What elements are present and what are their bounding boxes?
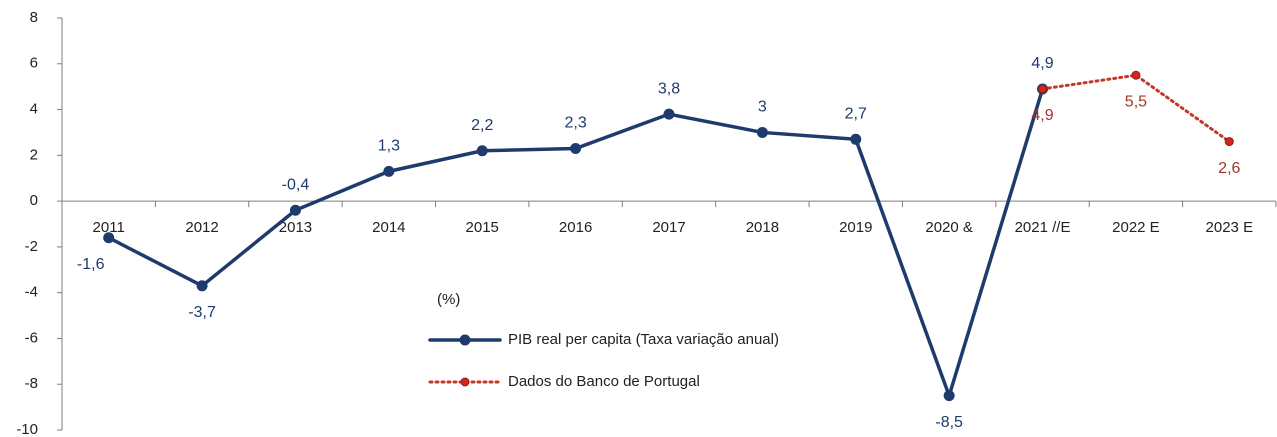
data-label: 3 bbox=[758, 99, 767, 116]
y-tick-label: -10 bbox=[16, 421, 38, 437]
point bbox=[570, 142, 582, 154]
data-label: -8,5 bbox=[935, 414, 963, 431]
x-tick-label: 2023 E bbox=[1206, 219, 1254, 236]
x-tick-label: 2011 bbox=[93, 219, 125, 236]
legend-marker bbox=[459, 334, 471, 346]
series-line bbox=[1041, 73, 1231, 144]
x-tick-label: 2013 bbox=[279, 219, 312, 236]
data-label: 1,3 bbox=[378, 138, 400, 155]
x-tick-label: 2020 & bbox=[925, 219, 973, 236]
legend-label: PIB real per capita (Taxa variação anual… bbox=[508, 331, 779, 348]
data-label: 4,9 bbox=[1031, 107, 1053, 124]
data-label: 2,7 bbox=[845, 106, 867, 123]
data-label: 4,9 bbox=[1031, 55, 1053, 72]
x-tick-label: 2021 //E bbox=[1015, 219, 1071, 236]
y-tick-label: 4 bbox=[30, 101, 38, 118]
point bbox=[756, 126, 768, 138]
x-tick-label: 2015 bbox=[466, 219, 499, 236]
point bbox=[383, 165, 395, 177]
series-line bbox=[106, 87, 1045, 402]
y-tick-label: -2 bbox=[25, 238, 38, 255]
data-label: 2,6 bbox=[1218, 160, 1240, 177]
point bbox=[196, 280, 208, 292]
x-tick-label: 2018 bbox=[746, 219, 779, 236]
y-tick-label: 0 bbox=[30, 192, 38, 209]
point bbox=[943, 390, 955, 402]
point bbox=[103, 232, 115, 244]
point bbox=[850, 133, 862, 145]
x-tick-label: 2017 bbox=[652, 219, 685, 236]
data-label: 3,8 bbox=[658, 80, 680, 97]
annotation: (%) bbox=[437, 291, 460, 308]
point bbox=[1038, 84, 1048, 94]
point bbox=[663, 108, 675, 120]
x-tick-label: 2014 bbox=[372, 219, 405, 236]
legend-marker bbox=[460, 377, 470, 387]
x-tick-label: 2016 bbox=[559, 219, 592, 236]
point bbox=[1131, 70, 1141, 80]
data-label: 2,2 bbox=[471, 117, 493, 134]
data-label: 2,3 bbox=[564, 115, 586, 132]
legend-label: Dados do Banco de Portugal bbox=[508, 373, 700, 390]
data-label: 5,5 bbox=[1125, 93, 1147, 110]
y-tick-label: 6 bbox=[30, 55, 38, 72]
point bbox=[1224, 137, 1234, 147]
data-label: -1,6 bbox=[77, 256, 105, 273]
y-tick-label: -6 bbox=[25, 329, 38, 346]
point bbox=[476, 145, 488, 157]
data-label: -0,4 bbox=[282, 176, 310, 193]
y-tick-label: 8 bbox=[30, 9, 38, 26]
x-tick-label: 2019 bbox=[839, 219, 872, 236]
y-tick-label: -4 bbox=[25, 284, 38, 301]
y-tick-label: 2 bbox=[30, 146, 38, 163]
x-tick-label: 2012 bbox=[185, 219, 218, 236]
point bbox=[289, 204, 301, 216]
x-tick-label: 2022 E bbox=[1112, 219, 1160, 236]
y-tick-label: -8 bbox=[25, 375, 38, 392]
data-label: -3,7 bbox=[188, 304, 216, 321]
